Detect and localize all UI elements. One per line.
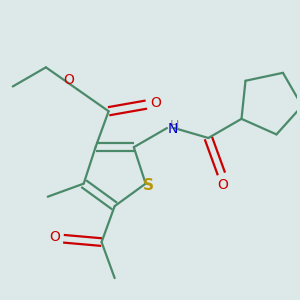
Text: N: N	[168, 122, 178, 136]
Text: O: O	[150, 96, 161, 110]
Text: O: O	[49, 230, 60, 244]
Text: O: O	[63, 73, 74, 87]
Text: S: S	[142, 178, 154, 194]
Text: O: O	[218, 178, 228, 192]
Text: H: H	[169, 118, 179, 132]
